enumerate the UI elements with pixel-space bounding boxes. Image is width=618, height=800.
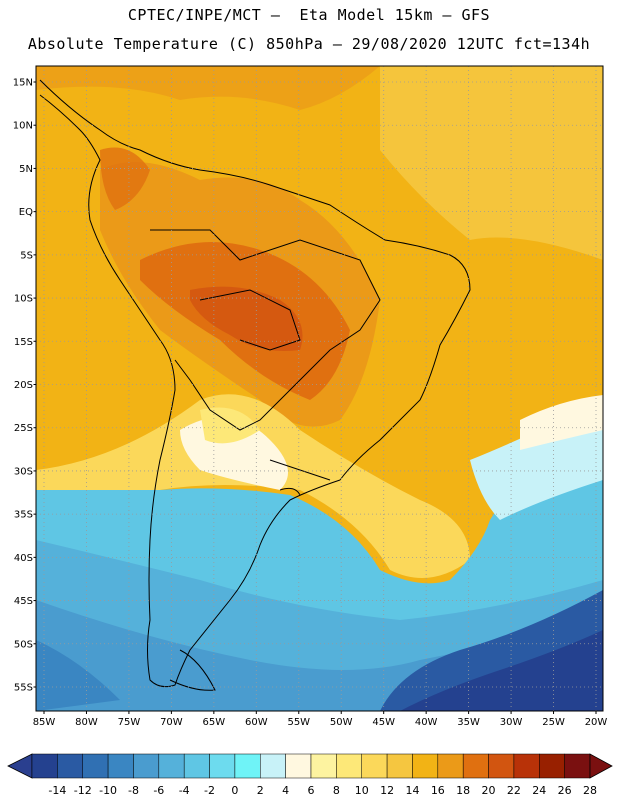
colorbar-swatch [564,753,591,779]
colorbar-tick-label: 20 [482,784,496,797]
colorbar-swatch [183,753,210,779]
colorbar-swatch [133,753,160,779]
lat-tick-label: 10S [14,294,33,305]
colorbar-swatch [285,753,312,779]
lat-tick-label: 15N [13,78,33,89]
colorbar-tick-label: -2 [204,784,215,797]
lon-tick-label: 35W [457,717,480,728]
longitude-labels: 85W 80W 75W 70W 65W 60W 55W 50W 45W 40W 35W 30W 25W 2… [33,711,608,728]
lon-tick-label: 60W [245,717,268,728]
colorbar-swatch [412,753,439,779]
map-frame [35,65,604,712]
chart-title-line1: CPTEC/INPE/MCT – Eta Model 15km – GFS [127,6,491,24]
colorbar-tick-label: 28 [583,784,597,797]
colorbar-swatch [386,753,413,779]
lon-tick-label: 75W [118,717,141,728]
lat-tick-label: 30S [14,466,33,477]
lon-tick-label: 25W [542,717,565,728]
colorbar-tick-label: -6 [153,784,164,797]
colorbar-tick-label: -14 [48,784,66,797]
colorbar-tick-label: 4 [282,784,289,797]
lon-tick-label: 85W [33,717,56,728]
temperature-field [36,66,603,711]
colorbar-tick-label: 26 [558,784,572,797]
lat-tick-label: 5N [19,164,33,175]
lon-tick-label: 55W [287,717,310,728]
colorbar-tick-label: 10 [355,784,369,797]
colorbar-tick-label: 18 [456,784,470,797]
colorbar-labels: -14 -12 -10 -8 -6 -4 -2 0 2 4 6 8 10 12 14 16 18 20 22 24 26… [48,784,597,797]
lon-tick-label: 50W [330,717,353,728]
colorbar-swatch [209,753,236,779]
lat-tick-label: 55S [14,683,33,694]
lat-tick-label: 40S [14,553,33,564]
colorbar-tick-label: 24 [532,784,546,797]
colorbar-tick-label: 16 [431,784,445,797]
lat-tick-label: 15S [14,337,33,348]
colorbar-swatch [158,753,185,779]
colorbar-swatch [31,753,58,779]
colorbar-tick-label: 14 [405,784,419,797]
lat-tick-label: 50S [14,639,33,650]
lat-tick-label: 10N [13,121,33,132]
lon-tick-label: 80W [75,717,98,728]
colorbar-swatch [488,753,515,779]
lon-tick-label: 30W [500,717,523,728]
colorbar-swatch [234,753,261,779]
colorbar-swatch [437,753,464,779]
colorbar-swatch [539,753,565,779]
chart-title-line2: Absolute Temperature (C) 850hPa – 29/08/… [27,35,591,53]
colorbar-tick-label: -4 [179,784,190,797]
colorbar-swatch [260,753,286,779]
colorbar-swatch [462,753,489,779]
coastline [39,79,471,691]
lat-tick-label: 5S [20,250,33,261]
colorbar-swatch [361,753,388,779]
colorbar-tick-label: 6 [308,784,315,797]
colorbar-tick-label: 12 [380,784,394,797]
lon-tick-label: 65W [203,717,226,728]
colorbar-swatch [513,753,540,779]
colorbar-swatch [107,753,134,779]
colorbar-swatch [336,753,362,779]
colorbar-tick-label: -10 [99,784,117,797]
latitude-labels: 15N 10N 5N EQ 5S 10S 15S 20S 25S 30S 35S 40S 45S 50S 5… [13,78,36,694]
colorbar-tick-label: 0 [231,784,238,797]
colorbar-swatch [57,753,83,779]
colorbar-swatch [82,753,109,779]
colorbar-tick-label: 2 [257,784,264,797]
lat-tick-label: 20S [14,380,33,391]
colorbar-tick-label: -12 [74,784,92,797]
lon-tick-label: 20W [585,717,608,728]
colorbar-tick-label: 8 [333,784,340,797]
lon-tick-label: 70W [160,717,183,728]
colorbar [7,753,613,779]
lat-tick-label: 35S [14,510,33,521]
colorbar-tick-label: 22 [507,784,521,797]
colorbar-swatch [310,753,337,779]
colorbar-over-arrow [589,753,613,779]
colorbar-tick-label: -8 [128,784,139,797]
lon-tick-label: 40W [415,717,438,728]
lat-tick-label: EQ [19,207,33,218]
map-grid [36,66,603,711]
lon-tick-label: 45W [372,717,395,728]
colorbar-under-arrow [7,753,33,779]
lat-tick-label: 45S [14,596,33,607]
lat-tick-label: 25S [14,423,33,434]
